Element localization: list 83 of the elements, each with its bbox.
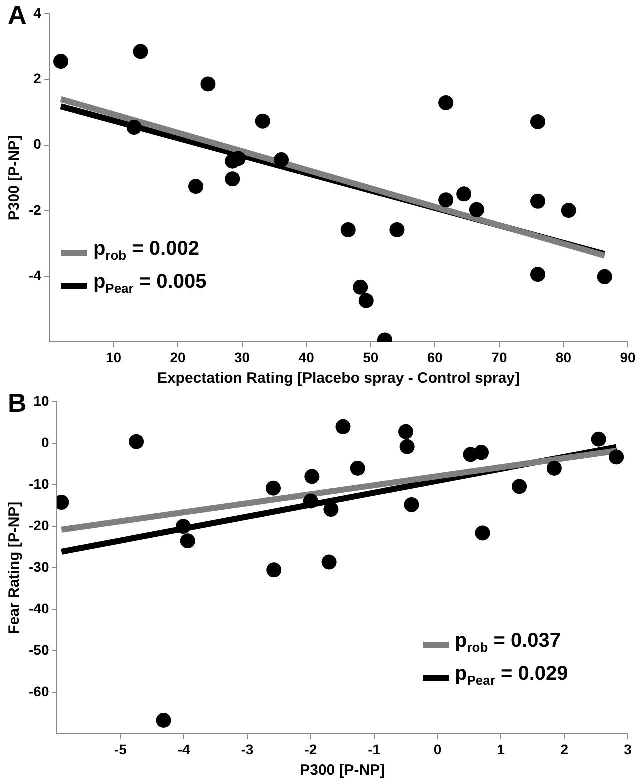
point: [126, 120, 142, 136]
y-tick-label: -40: [29, 600, 50, 616]
point: [475, 526, 490, 541]
point: [180, 534, 196, 549]
point: [266, 480, 281, 496]
legend-label: p$_{Pear}$ = 0.029: [455, 662, 568, 690]
legend-label: p$_{Pear}$ = 0.005: [93, 270, 207, 298]
point: [266, 562, 282, 578]
y-tick-label: -4: [28, 267, 42, 284]
point: [225, 172, 240, 187]
point: [390, 222, 405, 238]
point: [303, 494, 318, 509]
x-tick-label: 2: [560, 741, 569, 758]
y-tick-label: 2: [34, 70, 42, 86]
x-tick-label: 90: [620, 349, 636, 366]
point: [133, 44, 148, 60]
point: [176, 519, 191, 534]
point: [438, 192, 454, 208]
point: [200, 76, 216, 92]
y-tick-label: -2: [28, 202, 42, 218]
point: [255, 114, 270, 129]
chart-title: A: [8, 0, 27, 31]
y-tick-label: -30: [29, 558, 50, 575]
point: [358, 293, 374, 308]
y-tick-label: 10: [34, 392, 50, 409]
point: [404, 497, 420, 512]
y-axis-title: P300 [P-NP]: [6, 136, 24, 221]
point: [561, 203, 576, 218]
point: [609, 450, 624, 465]
point: [129, 434, 144, 450]
point: [304, 469, 320, 484]
point: [530, 114, 546, 130]
x-tick-label: 1: [497, 741, 506, 758]
point: [474, 445, 490, 460]
x-axis-title: P300 [P-NP]: [300, 762, 386, 780]
y-tick-label: -50: [29, 642, 50, 658]
y-tick-label: -20: [29, 517, 50, 534]
point: [546, 460, 562, 476]
point: [340, 222, 356, 238]
point: [597, 269, 612, 284]
point: [54, 54, 69, 70]
x-tick-label: 80: [556, 349, 572, 366]
point: [324, 502, 339, 518]
point: [274, 152, 290, 168]
x-tick-label: -3: [241, 741, 254, 758]
legend-label: p$_{rob}$ = 0.037: [455, 629, 562, 658]
x-tick-label: -2: [304, 741, 318, 758]
chart-title: B: [8, 388, 27, 419]
point: [469, 202, 484, 218]
y-tick-label: 0: [34, 136, 42, 152]
x-tick-label: -1: [368, 741, 381, 758]
y-tick-label: 0: [41, 434, 50, 450]
x-tick-label: 10: [106, 349, 122, 366]
point: [591, 432, 606, 447]
y-axis-title: Fear Rating [P-NP]: [6, 502, 24, 634]
x-axis-title: Expectation Rating [Placebo spray - Control spray]: [157, 370, 520, 388]
point: [398, 424, 414, 440]
point: [456, 186, 472, 202]
point: [400, 439, 415, 454]
x-tick-label: 30: [234, 349, 250, 366]
x-tick-label: 20: [170, 349, 186, 366]
legend-label: p$_{rob}$ = 0.002: [93, 237, 200, 266]
point: [512, 479, 528, 494]
point: [530, 267, 546, 282]
x-tick-label: 60: [427, 349, 444, 366]
x-tick-label: -5: [114, 741, 128, 758]
point: [156, 712, 172, 728]
x-tick-label: 0: [434, 741, 442, 758]
x-tick-label: 40: [298, 349, 315, 366]
x-tick-label: 70: [492, 349, 508, 366]
point: [350, 460, 366, 476]
point: [438, 95, 454, 110]
point: [322, 554, 337, 570]
point: [336, 419, 351, 434]
point: [530, 194, 546, 209]
x-tick-label: 50: [363, 349, 379, 366]
x-tick-label: 3: [624, 741, 632, 758]
x-tick-label: -4: [178, 741, 191, 758]
y-tick-label: -60: [29, 684, 50, 700]
point: [353, 280, 368, 295]
y-tick-label: -10: [29, 476, 50, 492]
y-tick-label: 4: [34, 4, 42, 21]
point: [188, 179, 204, 194]
